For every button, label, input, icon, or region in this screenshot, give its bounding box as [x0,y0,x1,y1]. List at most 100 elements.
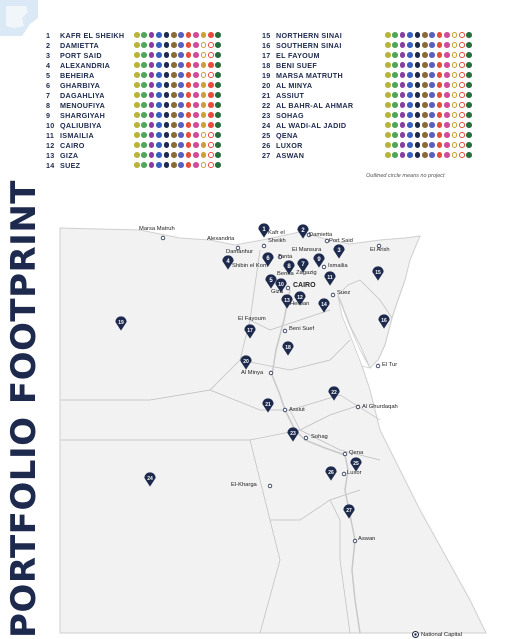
governorate-marker-10[interactable]: 10 [275,278,287,293]
project-dot [156,142,162,148]
governorate-marker-27[interactable]: 27 [343,504,355,519]
governorate-marker-8[interactable]: 8 [283,260,295,275]
no-project-dot [458,132,465,138]
marker-number: 9 [317,257,321,263]
project-dot [399,32,406,38]
project-dot [399,122,406,128]
project-dot [163,82,170,88]
project-dot [193,142,199,148]
governorate-marker-22[interactable]: 22 [328,386,340,401]
no-project-dot [200,72,207,78]
project-dot [163,42,170,48]
governorate-marker-4[interactable]: 4 [222,255,234,270]
city-label: Aswan [358,536,375,542]
project-dot [193,42,199,48]
no-project-dot [458,82,465,88]
governorate-marker-19[interactable]: 19 [115,316,127,331]
governorate-marker-17[interactable]: 17 [244,324,256,339]
governorate-marker-18[interactable]: 18 [282,341,294,356]
no-project-dot [451,62,458,68]
marker-number: 25 [353,461,359,467]
project-dot [429,102,435,108]
legend-row: 12 CAIRO [46,140,266,150]
city-dot-icon [342,451,348,457]
legend-governorate-name: SOUTHERN SINAI [276,40,342,50]
legend-row: 10 QALIUBIYA [46,120,266,130]
project-dot [444,152,450,158]
project-dot [414,32,421,38]
governorate-marker-9[interactable]: 9 [313,253,325,268]
legend-governorate-name: LUXOR [276,140,303,150]
legend-number: 3 [46,50,51,60]
project-dot [148,142,155,148]
project-dot [385,92,391,98]
governorate-marker-23[interactable]: 23 [287,427,299,442]
project-dot [207,112,214,118]
project-dot [421,122,428,128]
governorate-marker-26[interactable]: 26 [325,466,337,481]
project-dot [466,122,472,128]
project-dot [436,32,443,38]
governorate-marker-15[interactable]: 15 [372,266,384,281]
city-dot-icon [285,285,291,291]
project-dot [141,122,147,128]
project-dot [185,162,192,168]
no-project-dot [200,132,207,138]
legend-number: 7 [46,90,51,100]
marker-number: 3 [337,248,341,254]
project-dot [215,62,221,68]
project-dot [436,122,443,128]
project-dot [170,152,177,158]
governorate-marker-5[interactable]: 5 [265,274,277,289]
project-dot [414,92,421,98]
city-dot-icon [341,471,347,477]
project-dot [444,32,450,38]
governorate-marker-6[interactable]: 6 [262,252,274,267]
marker-number: 17 [247,328,253,334]
governorate-marker-3[interactable]: 3 [333,244,345,259]
project-dot [436,72,443,78]
legend-governorate-name: ASSIUT [276,90,305,100]
project-dot [385,42,391,48]
legend-row: 25 QENA [262,130,482,140]
project-dot [215,162,221,168]
legend-row: 17 EL FAYOUM [262,50,482,60]
governorate-marker-12[interactable]: 12 [294,291,306,306]
governorate-marker-2[interactable]: 2 [297,224,309,239]
city-dot-icon [330,292,336,298]
project-dot [436,142,443,148]
project-dot [421,152,428,158]
governorate-marker-1[interactable]: 1 [258,223,270,238]
legend-dots [134,92,221,98]
governorate-marker-11[interactable]: 11 [324,271,336,286]
project-dot [178,42,184,48]
project-dot [385,112,391,118]
legend-row: 3 PORT SAID [46,50,266,60]
project-dot [185,142,192,148]
project-dot [163,142,170,148]
national-capital-label: National Capital [421,631,462,638]
project-dot [178,102,184,108]
legend-governorate-name: AL MINYA [276,80,313,90]
governorate-marker-16[interactable]: 16 [378,314,390,329]
legend-governorate-name: QALIUBIYA [60,120,102,130]
project-dot [156,122,162,128]
governorate-marker-24[interactable]: 24 [144,472,156,487]
governorate-marker-20[interactable]: 20 [240,355,252,370]
governorate-marker-25[interactable]: 25 [350,457,362,472]
legend-row: 13 GIZA [46,150,266,160]
project-dot [414,132,421,138]
legend-dots [385,72,472,78]
governorate-marker-13[interactable]: 13 [281,294,293,309]
legend-number: 24 [262,120,271,130]
project-dot [170,92,177,98]
governorate-marker-7[interactable]: 7 [297,258,309,273]
governorate-marker-21[interactable]: 21 [262,398,274,413]
project-dot [141,102,147,108]
project-dot [215,102,221,108]
governorate-marker-14[interactable]: 14 [318,298,330,313]
legend-dots [134,162,221,168]
project-dot [429,132,435,138]
project-dot [193,32,199,38]
project-dot [170,142,177,148]
